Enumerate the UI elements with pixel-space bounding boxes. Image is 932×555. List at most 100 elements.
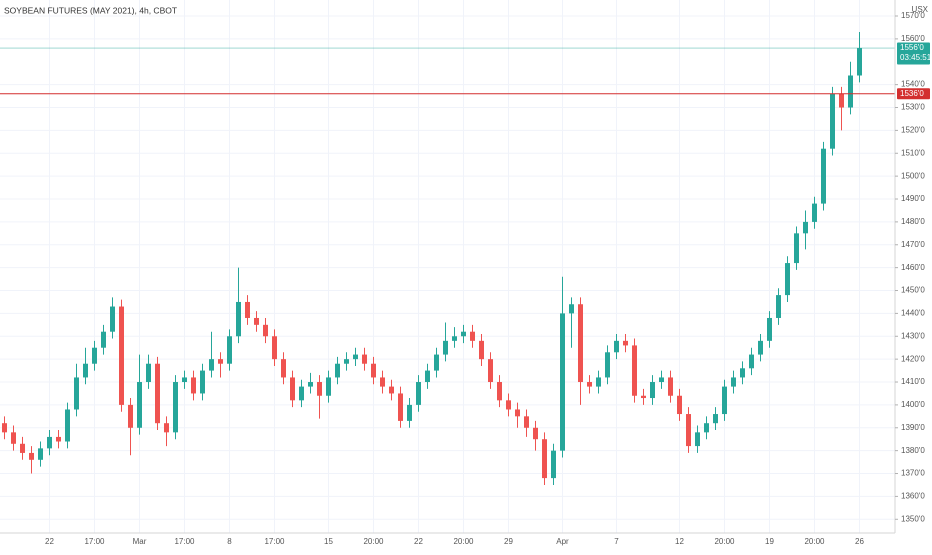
candle-body [578,304,583,383]
candle-body [425,370,430,383]
y-tick-label: 1540'0 [901,80,925,89]
candle-body [560,313,565,451]
candle-body [155,363,160,424]
y-tick-label: 1420'0 [901,354,925,363]
x-tick-label: 8 [227,537,232,546]
candle-body [659,377,664,383]
candle-body [209,359,214,371]
candle-body [596,377,601,387]
candle-body [524,416,529,428]
candle-body [245,301,250,318]
candle-body [830,93,835,149]
price-label: 1556'0 [900,43,924,52]
candle-body [272,336,277,360]
candle-body [641,395,646,399]
x-tick-label: 19 [765,537,774,546]
candle-body [587,382,592,387]
price-lines [0,47,895,95]
candle-body [398,393,403,421]
y-tick-label: 1360'0 [901,492,925,501]
candle-body [416,382,421,405]
candle-body [452,336,457,341]
candle-body [326,377,331,396]
candle-body [704,423,709,433]
candle-body [92,347,97,364]
candle-body [218,359,223,364]
candle-body [38,448,43,460]
candle-body [533,427,538,440]
candle-body [308,382,313,387]
y-tick-label: 1400'0 [901,400,925,409]
x-tick-label: 20:00 [453,537,474,546]
candle-body [668,377,673,396]
candle-body [173,382,178,433]
price-label: 1536'0 [900,89,924,98]
grid [0,0,895,533]
candle-body [803,221,808,234]
y-tick-label: 1480'0 [901,217,925,226]
x-tick-label: Apr [556,537,569,546]
candle-body [290,377,295,401]
candle-body [353,354,358,360]
candle-body [200,370,205,394]
candle-body [11,432,16,444]
x-tick-label: 17:00 [84,537,105,546]
x-tick-label: 29 [504,537,513,546]
axis-labels: 1350'0 1360'0 1370'0 1380'0 1390'0 1400'0 1410… [45,11,932,546]
candle-body [191,377,196,394]
y-tick-label: 1470'0 [901,240,925,249]
candle-body [227,336,232,364]
candle-body [407,404,412,421]
candle-body [362,354,367,364]
candle-body [488,359,493,383]
candles [2,32,862,485]
candle-body [686,414,691,447]
y-tick-label: 1560'0 [901,34,925,43]
candle-body [857,48,862,76]
x-tick-label: 17:00 [264,537,285,546]
x-tick-label: 20:00 [714,537,735,546]
x-tick-label: 17:00 [174,537,195,546]
price-label-box [897,42,930,65]
y-tick-label: 1390'0 [901,423,925,432]
candle-body [281,359,286,378]
candle-body [83,363,88,378]
candle-body [101,331,106,348]
candle-body [695,432,700,447]
y-tick-label: 1530'0 [901,103,925,112]
x-tick-label: 26 [855,537,864,546]
candle-body [542,439,547,479]
candle-body [29,452,34,460]
candle-body [164,423,169,433]
y-tick-label: 1520'0 [901,125,925,134]
candle-body [236,301,241,337]
candle-body [497,382,502,401]
time-axis-panel [0,533,932,550]
candle-body [632,345,637,396]
candle-body [2,423,7,433]
x-tick-label: 12 [675,537,684,546]
candle-body [137,382,142,428]
y-tick-label: 1350'0 [901,514,925,523]
candle-body [767,317,772,341]
candle-body [371,363,376,378]
candle-body [443,340,448,355]
candle-body [110,306,115,332]
candle-body [299,386,304,401]
candle-body [794,233,799,264]
y-tick-label: 1460'0 [901,263,925,272]
candle-body [515,409,520,417]
candle-body [20,443,25,453]
candle-body [722,386,727,415]
currency-label: USX [912,5,929,14]
candle-body [812,203,817,222]
candle-body [344,359,349,364]
y-tick-label: 1570'0 [901,11,925,20]
candle-body [128,404,133,428]
candle-body [65,409,70,442]
candle-body [650,382,655,399]
candle-body [740,368,745,378]
candle-body [731,377,736,387]
